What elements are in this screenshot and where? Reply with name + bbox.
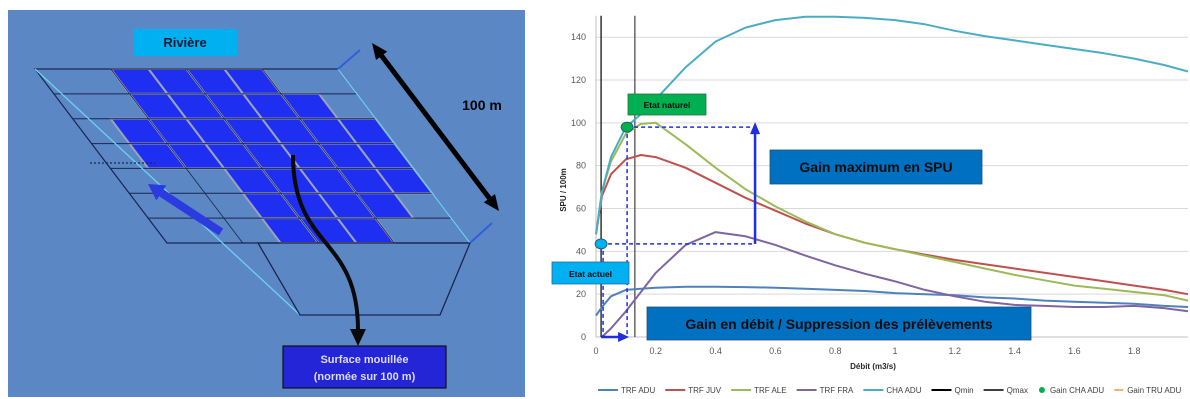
y-tick-label: 60 [576,204,586,214]
y-tick-label: 120 [571,75,586,85]
x-tick-label: 1.6 [1068,346,1081,356]
flow-gain-arrowhead [618,332,630,342]
y-tick-label: 20 [576,289,586,299]
etat-actuel-point [594,238,608,250]
x-tick-label: 1.8 [1128,346,1141,356]
legend-label: TRF FRA [820,386,854,395]
wetted-surface-label-box: Surface mouillée (normée sur 100 m) [282,345,447,389]
x-tick-label: 0.2 [650,346,663,356]
legend-label: TRF JUV [688,386,722,395]
dimension-tick-bottom [469,222,493,244]
etat-actuel-label: Etat actuel [551,261,630,285]
river-label: Rivière [163,35,206,50]
series-trf-fra [601,231,1189,338]
legend-swatch [1038,387,1045,393]
spu-gain-callout: Gain maximum en SPU [769,149,983,185]
y-axis-label: SPU / 100m [559,168,568,212]
chart-gridlines [596,36,1189,295]
river-diagram: 100 m Rivière Surface mouillée (normée s… [8,10,525,397]
spu-chart: 0 20 40 60 80 100 120 140 0 0.2 0.4 0.6 0.8 1 1.2 1.4 1… [551,15,1189,395]
legend-label: TRF ALE [754,386,786,395]
flow-direction-arrow [148,184,224,236]
legend-item-trf-juv: TRF JUV [665,386,722,395]
spu-gain-callout-text: Gain maximum en SPU [799,159,952,175]
legend-label: Gain CHA ADU [1050,386,1104,395]
reach-column-line [186,68,319,244]
reach-right-edge [337,68,471,244]
legend-label: CHA ADU [886,386,921,395]
legend-item-trf-adu: TRF ADU [598,386,655,395]
etat-naturel-label: Etat naturel [627,93,707,116]
gain-guides [594,121,761,342]
reach-bottom-section [256,242,471,316]
etat-actuel-text: Etat actuel [569,269,612,279]
y-tick-label: 40 [576,246,586,256]
x-tick-label: 0.6 [769,346,782,356]
legend-item-qmin: Qmin [931,386,974,395]
wetted-surface-label-line1: Surface mouillée [320,354,408,366]
x-tick-label: 1.4 [1008,346,1021,356]
legend-label: Qmax [1007,386,1028,395]
legend-label: TRF ADU [621,386,655,395]
y-tick-labels: 0 20 40 60 80 100 120 140 [571,32,586,342]
legend-item-gain-tru-adu: Gain TRU ADU [1114,386,1182,395]
etat-naturel-point [620,121,634,133]
legend-item-cha-adu: CHA ADU [863,386,922,395]
reach-column-line [110,68,244,244]
x-tick-label: 1 [892,346,897,356]
etat-naturel-text: Etat naturel [644,100,691,110]
x-tick-label: 1.2 [949,346,962,356]
y-tick-label: 80 [576,161,586,171]
legend-item-gain-cha-adu: Gain CHA ADU [1038,386,1104,395]
x-tick-label: 0.8 [829,346,842,356]
series-trf-adu [595,285,1189,317]
wetted-surface-grid [108,68,435,244]
y-tick-label: 100 [571,118,586,128]
length-label: 100 m [462,97,502,113]
chart-legend: TRF ADU TRF JUV TRF ALE TRF FRA CHA ADU Qmin Q… [598,386,1182,395]
flow-gain-callout-text: Gain en débit / Suppression des prélèvem… [685,316,993,332]
y-tick-label: 140 [571,32,586,42]
length-dimension-arrow [372,43,499,211]
legend-label: Gain TRU ADU [1127,386,1181,395]
spu-gain-arrowhead [750,122,761,135]
reach-column-line [261,68,395,244]
reach-left-edge [34,68,301,316]
flow-gain-callout: Gain en débit / Suppression des prélèvem… [646,306,1032,341]
legend-item-qmax: Qmax [983,386,1028,395]
series-cha-adu [595,15,1189,235]
wetted-surface-label-line2: (normée sur 100 m) [314,371,416,383]
series-trf-ale [595,121,1189,302]
x-tick-labels: 0 0.2 0.4 0.6 0.8 1 1.2 1.4 1.6 1.8 [593,346,1140,356]
x-tick-label: 0 [593,346,598,356]
y-tick-label: 0 [581,332,586,342]
legend-item-trf-fra: TRF FRA [796,386,854,395]
dimension-tick-top [337,49,361,70]
wetted-surface-pointer-arrow [291,154,366,346]
river-label-box: Rivière [133,29,237,56]
chart-series [595,15,1189,338]
x-tick-label: 0.4 [709,346,722,356]
x-axis-label: Débit (m3/s) [850,362,896,371]
legend-item-trf-ale: TRF ALE [731,386,787,395]
legend-label: Qmin [954,386,973,395]
